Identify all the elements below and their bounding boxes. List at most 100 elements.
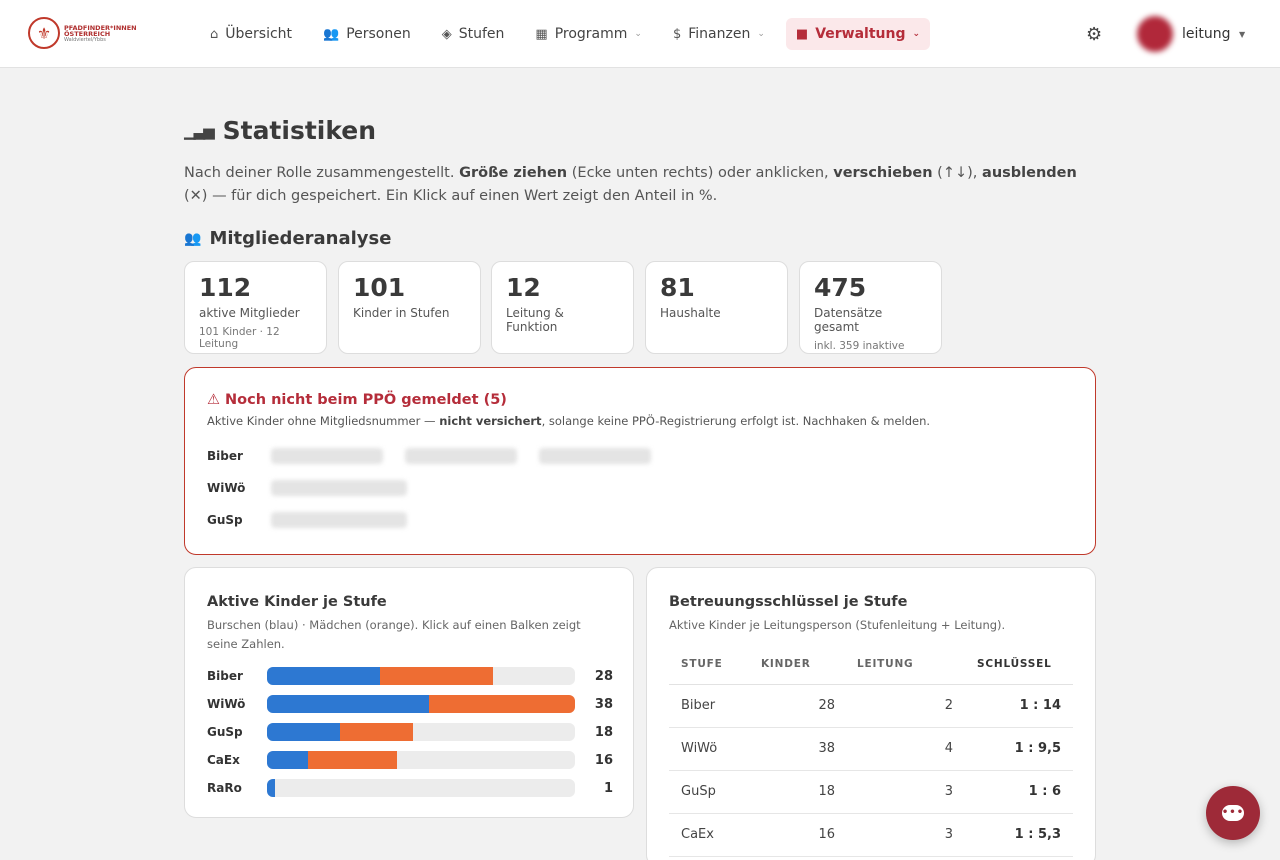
alert-desc-bold: nicht versichert [439,414,542,428]
chevron-down-icon: ⌄ [757,29,765,39]
bar-segment-maedchen[interactable] [380,667,493,685]
chat-button[interactable]: ••• [1206,786,1260,840]
nav-label: Übersicht [225,26,293,42]
kpi-label: Datensätze gesamt [814,306,883,334]
cell-kinder: 38 [751,727,835,771]
kpi-label: Haushalte [660,306,721,320]
logo-line-3: Waldviertel/Ybbs [64,37,106,43]
bar-total-label[interactable]: 18 [594,724,613,740]
user-name[interactable]: leitung [1182,26,1231,42]
bar-row[interactable]: CaEx 16 [207,746,613,774]
brand-logo[interactable]: ⚜ PFADFINDER*INNEN ÖSTERREICH Waldvierte… [28,17,140,51]
bar-row[interactable]: Biber 28 [207,662,613,690]
bar-segment-maedchen[interactable] [340,723,413,741]
cell-stufe: WiWö [669,727,751,771]
chat-icon: ••• [1222,805,1244,821]
column-header: SCHLÜSSEL [953,645,1073,685]
nav-label: Personen [346,26,411,42]
main-nav: ⌂ Übersicht 👥 Personen ◈ Stufen ▦ Progra… [200,18,941,50]
intro-text: (↑↓), [932,165,983,181]
bar-category-label: WiWö [207,697,246,711]
bar-total-label[interactable]: 16 [594,752,613,768]
cell-leitung: 4 [835,727,953,771]
nav-item-uebersicht[interactable]: ⌂ Übersicht [200,18,302,50]
kpi-value[interactable]: 81 [660,273,695,302]
nav-label: Programm [554,26,628,42]
blurred-name-chip[interactable] [405,448,517,464]
kpi-card-leitung[interactable]: 12 Leitung & Funktion [491,261,634,354]
nav-item-stufen[interactable]: ◈ Stufen [432,18,515,50]
bar-row[interactable]: GuSp 18 [207,718,613,746]
blurred-name-chip[interactable] [271,480,407,496]
page-intro: Nach deiner Rolle zusammengestellt. Größ… [184,162,1084,208]
nav-item-verwaltung[interactable]: ■ Verwaltung ⌄ [785,18,931,50]
bar-track[interactable] [267,695,575,713]
cell-kinder: 16 [751,813,835,857]
bar-total-label[interactable]: 28 [594,668,613,684]
kpi-card-datensaetze[interactable]: 475 Datensätze gesamt inkl. 359 inaktive [799,261,942,354]
bar-segment-maedchen[interactable] [429,695,575,713]
children-per-stufe-card[interactable]: Aktive Kinder je Stufe Burschen (blau) ·… [184,567,634,818]
bar-segment-burschen[interactable] [267,723,340,741]
kpi-value[interactable]: 475 [814,273,867,302]
intro-text: (Ecke unten rechts) oder anklicken, [567,165,834,181]
kpi-value[interactable]: 12 [506,273,541,302]
alert-title: ⚠ Noch nicht beim PPÖ gemeldet (5) [207,392,507,408]
bar-track[interactable] [267,779,575,797]
ratio-per-stufe-card[interactable]: Betreuungsschlüssel je Stufe Aktive Kind… [646,567,1096,860]
table-header-row: STUFE KINDER LEITUNG SCHLÜSSEL [669,645,1073,685]
avatar[interactable] [1137,16,1173,52]
page-title: Statistiken [222,116,377,145]
logo-line-2: ÖSTERREICH [64,30,111,38]
blurred-name-chip[interactable] [539,448,651,464]
kpi-value[interactable]: 112 [199,273,252,302]
blurred-name-chip[interactable] [271,512,407,528]
cell-stufe: GuSp [669,770,751,814]
kpi-card-aktive-mitglieder[interactable]: 112 aktive Mitglieder 101 Kinder · 12 Le… [184,261,327,354]
user-menu-caret-icon[interactable]: ▼ [1239,30,1246,39]
bar-track[interactable] [267,667,575,685]
kpi-card-haushalte[interactable]: 81 Haushalte [645,261,788,354]
card-subtitle: Aktive Kinder je Leitungsperson (Stufenl… [669,618,1006,632]
cell-leitung: 3 [835,813,953,857]
bar-segment-burschen[interactable] [267,695,429,713]
calendar-icon: ▦ [535,26,548,42]
alert-row-biber: Biber [207,448,673,464]
cell-schluessel: 1 : 5,3 [953,813,1073,857]
gear-icon[interactable]: ⚙ [1086,24,1103,45]
intro-bold: verschieben [833,165,933,181]
fleur-de-lis-icon: ⚜ [28,17,60,49]
kpi-value[interactable]: 101 [353,273,406,302]
blurred-name-chip[interactable] [271,448,383,464]
table-row: GuSp 18 3 1 : 6 [669,770,1073,814]
nav-item-finanzen[interactable]: $ Finanzen ⌄ [663,18,775,50]
top-navbar: ⚜ PFADFINDER*INNEN ÖSTERREICH Waldvierte… [0,0,1280,68]
bar-segment-burschen[interactable] [267,667,380,685]
page-title-row: ▁▃▅ Statistiken [184,116,376,145]
section-header-mitglieder: 👥 Mitgliederanalyse [184,228,391,249]
nav-label: Verwaltung [815,26,906,42]
column-header: LEITUNG [835,645,953,685]
bar-total-label[interactable]: 1 [603,780,613,796]
home-icon: ⌂ [210,26,219,42]
cell-kinder: 18 [751,770,835,814]
bar-track[interactable] [267,751,575,769]
kpi-label: Kinder in Stufen [353,306,450,320]
bar-segment-burschen[interactable] [267,779,275,797]
cell-schluessel: 1 : 14 [953,684,1073,728]
nav-item-personen[interactable]: 👥 Personen [313,18,421,50]
card-title: Aktive Kinder je Stufe [207,594,387,610]
kpi-card-kinder[interactable]: 101 Kinder in Stufen [338,261,481,354]
people-icon: 👥 [184,230,202,247]
table-row: CaEx 16 3 1 : 5,3 [669,813,1073,857]
bar-track[interactable] [267,723,575,741]
stacked-bar-chart: Biber 28 WiWö 38 GuSp 18 CaEx 16 RaRo 1 [207,662,613,802]
bar-segment-burschen[interactable] [267,751,308,769]
nav-item-programm[interactable]: ▦ Programm ⌄ [525,18,652,50]
alert-row-wiwoe: WiWö [207,480,429,496]
bar-row[interactable]: RaRo 1 [207,774,613,802]
bar-total-label[interactable]: 38 [594,696,613,712]
bar-row[interactable]: WiWö 38 [207,690,613,718]
column-header: STUFE [669,645,751,685]
bar-segment-maedchen[interactable] [308,751,397,769]
